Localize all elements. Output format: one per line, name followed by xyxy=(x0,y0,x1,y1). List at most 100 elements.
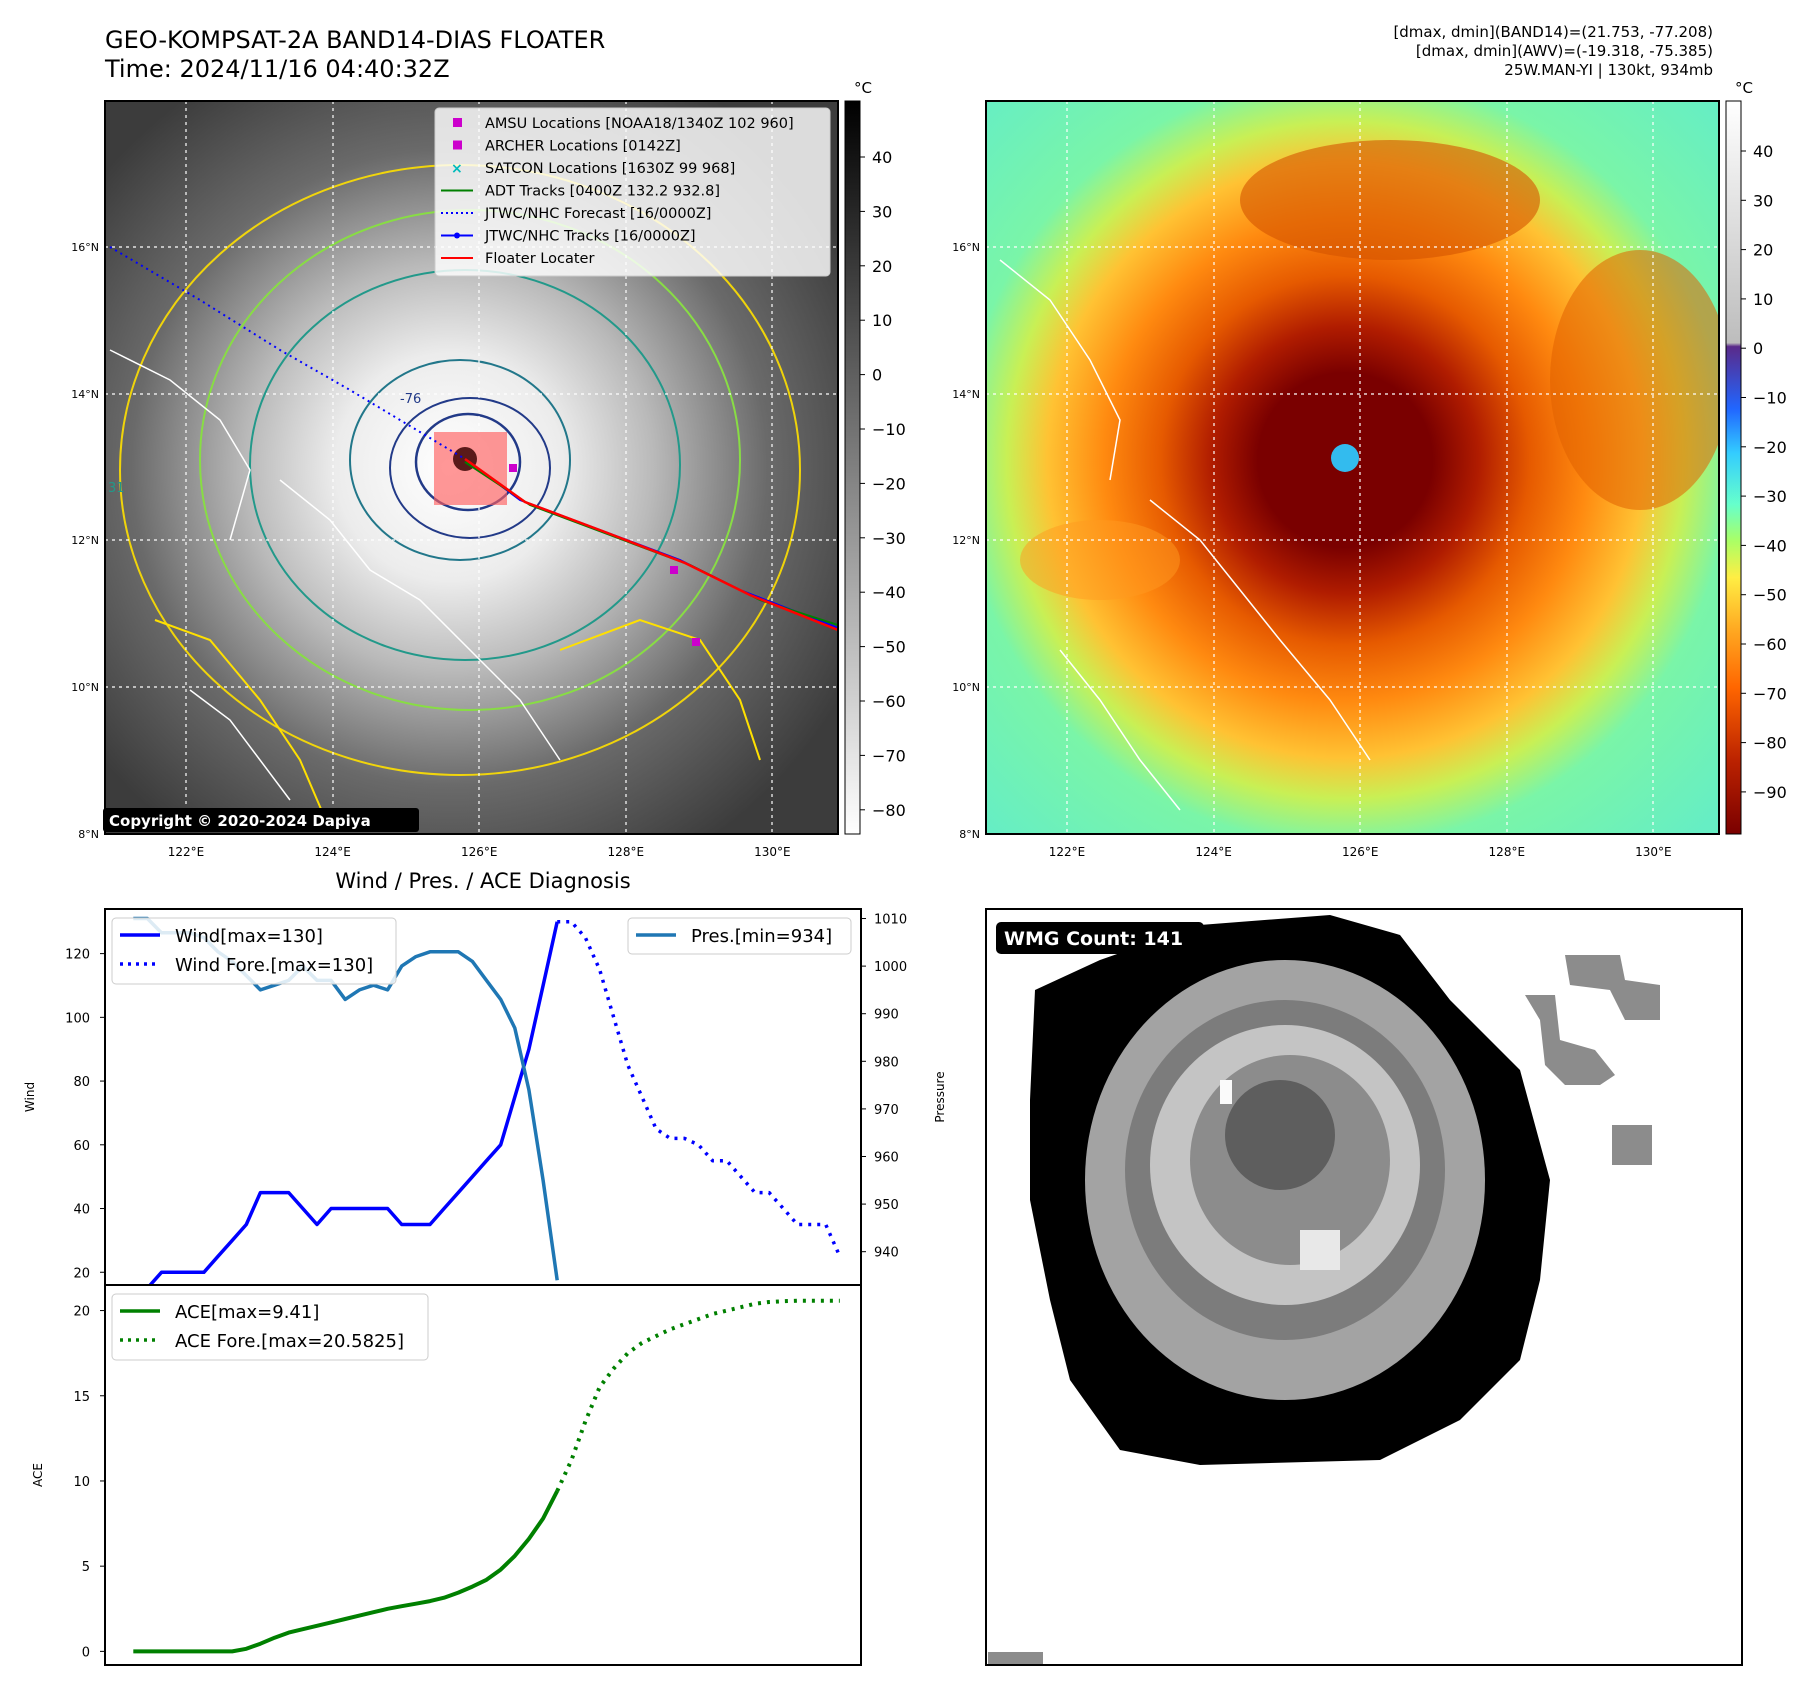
contour-label-2: 31 xyxy=(108,481,125,496)
pres-tick-label-1: 950 xyxy=(874,1198,899,1213)
series-line-1 xyxy=(557,919,842,1258)
legend-marker-2: × xyxy=(451,161,463,177)
awv-colorbar xyxy=(1725,100,1742,835)
copyright-text: Copyright © 2020-2024 Dapiya xyxy=(109,812,371,830)
pres-tick-label-2: 960 xyxy=(874,1150,899,1165)
cb-tick-label-6: −20 xyxy=(1753,438,1787,457)
pres-tick-label-7: 1010 xyxy=(874,913,907,928)
ir-frame xyxy=(104,100,839,835)
cb-tick-label-0: 40 xyxy=(872,148,892,167)
lat-label-3: 10°N xyxy=(71,681,99,694)
lon-label-3: 128°E xyxy=(608,845,645,859)
diagnosis-title: Wind / Pres. / ACE Diagnosis xyxy=(335,869,630,893)
wind-tick-label-0: 20 xyxy=(73,1266,90,1281)
wind-tick-label-3: 80 xyxy=(73,1075,90,1090)
pressure-axis-label: Pressure xyxy=(933,1071,947,1122)
ace-tick-label-1: 5 xyxy=(82,1560,90,1575)
cb-tick-label-7: −30 xyxy=(872,529,906,548)
legend-label-0: AMSU Locations [NOAA18/1340Z 102 960] xyxy=(485,116,794,132)
legend-label-3: ADT Tracks [0400Z 132.2 932.8] xyxy=(485,184,720,200)
lon-label-2: 126°E xyxy=(461,845,498,859)
ir-lon-labels: 122°E 124°E 126°E 128°E 130°E xyxy=(168,845,791,859)
legend-label-4: JTWC/NHC Forecast [16/0000Z] xyxy=(484,206,711,222)
wmg-count-badge xyxy=(996,922,1204,954)
ace-series-line-0 xyxy=(133,1490,559,1654)
storm-summary: 25W.MAN-YI | 130kt, 934mb xyxy=(1504,61,1713,79)
ace-legend-label: ACE[max=9.41] xyxy=(175,1302,319,1323)
legend-dot-5 xyxy=(454,232,460,239)
cb-tick-label-7: −30 xyxy=(1753,487,1787,506)
awv-colorbar-unit: °C xyxy=(1735,79,1753,97)
lat-label-2: 12°N xyxy=(952,534,980,547)
lon-label-0: 122°E xyxy=(168,845,205,859)
title-line-1: GEO-KOMPSAT-2A BAND14-DIAS FLOATER xyxy=(105,26,606,54)
wmg-panel: WMG Count: 141 xyxy=(985,908,1743,1666)
cb-tick-label-9: −50 xyxy=(1753,586,1787,605)
lat-label-4: 8°N xyxy=(959,828,980,841)
pres-tick-label-5: 990 xyxy=(874,1008,899,1023)
dmax-band14: [dmax, dmin](BAND14)=(21.753, -77.208) xyxy=(1393,23,1713,41)
amsu-marker xyxy=(509,464,517,472)
pres-tick-label-0: 940 xyxy=(874,1246,899,1261)
cb-tick-label-13: −90 xyxy=(1753,783,1787,802)
wind-legend-label: Wind[max=130] xyxy=(175,926,323,947)
cb-tick-label-2: 20 xyxy=(1753,241,1773,260)
ir-panel: -76 31 AMSU Locations [NOAA18/1340Z 102 … xyxy=(71,79,906,859)
lat-label-2: 12°N xyxy=(71,534,99,547)
ace-tick-label-4: 20 xyxy=(73,1305,90,1320)
cb-tick-label-5: −10 xyxy=(872,420,906,439)
figure-title: GEO-KOMPSAT-2A BAND14-DIAS FLOATER Time:… xyxy=(105,26,605,84)
cb-tick-label-1: 30 xyxy=(1753,191,1773,210)
ace-forecast-legend-label: ACE Fore.[max=20.5825] xyxy=(175,1331,404,1352)
lon-label-1: 124°E xyxy=(1195,845,1232,859)
lat-label-1: 14°N xyxy=(952,388,980,401)
lon-label-3: 128°E xyxy=(1489,845,1526,859)
wmg-count-text: WMG Count: 141 xyxy=(1004,928,1183,950)
awv-features xyxy=(999,140,1719,811)
awv-lat-labels: 16°N 14°N 12°N 10°N 8°N xyxy=(952,241,980,841)
ace-tick-label-3: 15 xyxy=(73,1390,90,1405)
wmg-image xyxy=(988,915,1660,1664)
wind-tick-label-4: 100 xyxy=(65,1011,90,1026)
legend-marker-1 xyxy=(453,140,462,150)
wind-tick-label-2: 60 xyxy=(73,1139,90,1154)
ace-axis-label: ACE xyxy=(31,1463,45,1487)
cb-tick-label-10: −60 xyxy=(1753,635,1787,654)
ace-lines xyxy=(133,1298,840,1654)
cb-tick-label-11: −70 xyxy=(872,746,906,765)
ace-tick-label-0: 0 xyxy=(82,1645,90,1660)
cb-tick-label-3: 10 xyxy=(1753,290,1773,309)
lon-label-1: 124°E xyxy=(314,845,351,859)
ir-colorbar xyxy=(844,100,861,835)
ace-y-ticks: 0 5 10 15 20 xyxy=(73,1305,105,1660)
wind-tick-label-5: 120 xyxy=(65,948,90,963)
ace-series-line-1 xyxy=(555,1298,840,1492)
copyright-badge xyxy=(103,808,419,832)
ir-colorbar-ticks: 40 30 20 10 0 −10 −20 −30 −40 −50 −60 −70 −80 xyxy=(860,148,906,820)
pres-tick-label-3: 970 xyxy=(874,1103,899,1118)
series-line-0 xyxy=(147,921,559,1285)
archer-marker xyxy=(692,638,700,646)
cb-tick-label-6: −20 xyxy=(872,474,906,493)
awv-gridlines xyxy=(986,101,1719,834)
cb-tick-label-10: −60 xyxy=(872,692,906,711)
lon-label-2: 126°E xyxy=(1342,845,1379,859)
awv-lon-labels: 122°E 124°E 126°E 128°E 130°E xyxy=(1049,845,1672,859)
contour-label: -76 xyxy=(400,392,421,407)
archer-marker-2 xyxy=(670,566,678,574)
lat-label-4: 8°N xyxy=(78,828,99,841)
ir-gridlines xyxy=(105,101,838,834)
cb-tick-label-8: −40 xyxy=(1753,536,1787,555)
cb-tick-label-2: 20 xyxy=(872,257,892,276)
ir-colorbar-unit: °C xyxy=(854,79,872,97)
ir-legend: AMSU Locations [NOAA18/1340Z 102 960] ARC… xyxy=(434,107,831,277)
awv-frame xyxy=(985,100,1720,835)
dmax-awv: [dmax, dmin](AWV)=(-19.318, -75.385) xyxy=(1415,42,1713,60)
legend-label-6: Floater Locater xyxy=(485,251,594,267)
lat-label-0: 16°N xyxy=(952,241,980,254)
cb-tick-label-11: −70 xyxy=(1753,684,1787,703)
ace-tick-label-2: 10 xyxy=(73,1475,90,1490)
ace-legend: ACE[max=9.41] ACE Fore.[max=20.5825] xyxy=(111,1293,429,1361)
lat-label-3: 10°N xyxy=(952,681,980,694)
